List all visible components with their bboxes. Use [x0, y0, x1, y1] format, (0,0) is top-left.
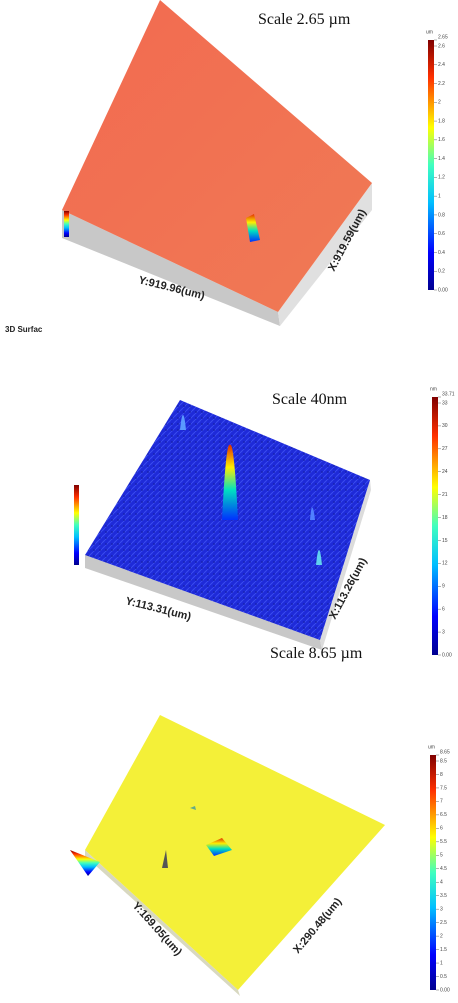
colorbar-tick-label: 15 [442, 538, 448, 544]
mini-legend [70, 850, 100, 876]
colorbar-tick-label: 3 [440, 907, 443, 913]
panel: Scale 2.65 µm Y:919.96(um) X:919.59(um) … [5, 0, 448, 334]
colorbar-tick-label: 8.5 [440, 758, 447, 764]
colorbar-tick-label: 27 [442, 446, 448, 452]
colorbar-gradient [432, 397, 438, 655]
colorbar-tick-label: 1 [440, 960, 443, 966]
surface-side [85, 555, 322, 650]
scale-label: Scale 2.65 µm [258, 11, 351, 28]
colorbar-tick-label: 2.4 [438, 62, 445, 68]
colorbar-unit: um [426, 29, 433, 35]
peak [316, 550, 322, 565]
colorbar-tick-label: 0.4 [438, 250, 445, 256]
panel: Scale 40nm Y:113.31(um) X:113.26(um) nm0… [74, 386, 455, 658]
colorbar-tick-label: 2.5 [440, 920, 447, 926]
surface-side [278, 183, 372, 326]
colorbar: um 0.00 0.5 1 1.5 2 2.5 3 3.5 4 4.5 5 5.5 6 6.5 7 7.5 8 8.… [428, 744, 450, 993]
colorbar-tick-label: 4 [440, 880, 443, 886]
colorbar-tick-label: 2.2 [438, 81, 445, 87]
colorbar-tick-label: 5.5 [440, 839, 447, 845]
colorbar-tick-label: 33 [442, 400, 448, 406]
colorbar-tick-label: 1.8 [438, 118, 445, 124]
defect [246, 214, 260, 242]
colorbar-tick-label: 0.00 [438, 287, 448, 293]
panel: Scale 8.65 µm Y:169.05(um) X:290.48(um) … [70, 645, 450, 996]
colorbar-tick-label: 8 [440, 772, 443, 778]
colorbar-tick-label: 8.65 [440, 749, 450, 755]
colorbar-tick-label: 1 [438, 193, 441, 199]
colorbar-tick-label: 33.71 [442, 391, 455, 397]
scale-label: Scale 8.65 µm [270, 645, 363, 662]
colorbar-tick-label: 1.4 [438, 156, 445, 162]
colorbar-tick-label: 5 [440, 853, 443, 859]
surface [85, 715, 385, 990]
colorbar-tick-label: 0.2 [438, 269, 445, 275]
colorbar-tick-label: 0.5 [440, 974, 447, 980]
peak [310, 507, 315, 520]
colorbar-tick-label: 6.5 [440, 812, 447, 818]
colorbar-tick-label: 6 [442, 607, 445, 613]
caption: 3D Surfac [5, 325, 43, 334]
surface-side [62, 210, 280, 326]
colorbar-tick-label: 2 [438, 100, 441, 106]
peak [180, 415, 186, 430]
colorbar-tick-label: 2.6 [438, 43, 445, 49]
colorbar-tick-label: 4.5 [440, 866, 447, 872]
surface-side [320, 480, 371, 650]
colorbar-tick-label: 0.6 [438, 231, 445, 237]
colorbar-tick-label: 0.8 [438, 212, 445, 218]
mini-legend [64, 211, 69, 237]
colorbar-unit: nm [430, 386, 437, 392]
colorbar-tick-label: 7.5 [440, 785, 447, 791]
colorbar-tick-label: 12 [442, 561, 448, 567]
colorbar-tick-label: 30 [442, 423, 448, 429]
defect [162, 850, 168, 868]
colorbar-gradient [430, 755, 436, 990]
colorbar-tick-label: 1.6 [438, 137, 445, 143]
colorbar-tick-label: 3.5 [440, 893, 447, 899]
mini-legend [74, 485, 79, 565]
colorbar-tick-label: 1.5 [440, 947, 447, 953]
surface [62, 0, 372, 312]
colorbar-tick-label: 21 [442, 492, 448, 498]
colorbar-tick-label: 0.00 [442, 652, 452, 658]
colorbar-tick-label: 2.65 [438, 34, 448, 40]
surface-side [85, 850, 240, 996]
defect [190, 806, 196, 810]
colorbar-tick-label: 9 [442, 584, 445, 590]
scale-label: Scale 40nm [272, 391, 348, 408]
colorbar-tick-label: 2 [440, 933, 443, 939]
colorbar-tick-label: 24 [442, 469, 448, 475]
defect [206, 838, 232, 856]
colorbar-tick-label: 6 [440, 826, 443, 832]
colorbar-unit: um [428, 744, 435, 750]
colorbar-tick-label: 18 [442, 515, 448, 521]
peak [222, 444, 238, 520]
colorbar-tick-label: 0.00 [440, 987, 450, 993]
colorbar: um 0.00 0.2 0.4 0.6 0.8 1 1.2 1.4 1.6 1.8 2 2.2 2.4 2.… [426, 29, 448, 293]
colorbar-tick-label: 1.2 [438, 175, 445, 181]
colorbar-tick-label: 3 [442, 629, 445, 635]
colorbar: nm 0.00 3 6 9 12 15 18 21 24 27 30 33 33.71 [430, 386, 455, 658]
colorbar-gradient [428, 40, 434, 290]
colorbar-tick-label: 7 [440, 799, 443, 805]
